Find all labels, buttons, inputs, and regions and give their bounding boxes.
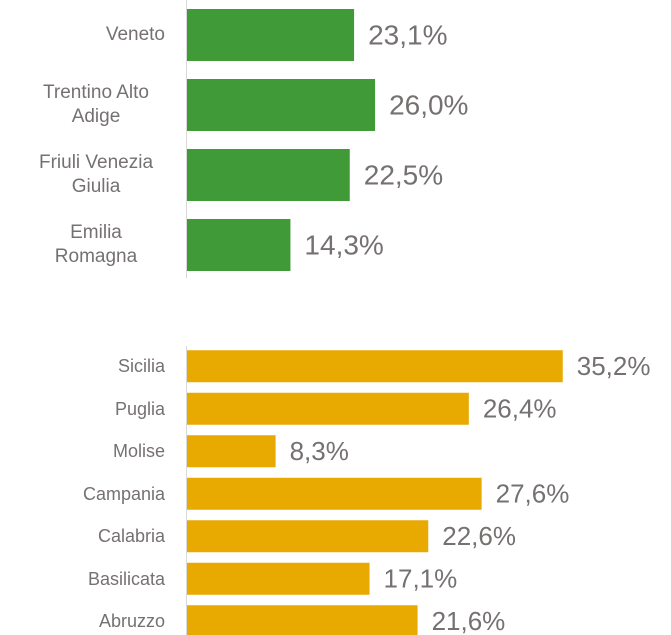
category-label: Trentino Alto Adige bbox=[0, 79, 165, 131]
category-label: Emilia Romagna bbox=[0, 219, 165, 271]
bar bbox=[187, 9, 355, 61]
category-text: Campania bbox=[82, 483, 165, 504]
bar bbox=[187, 219, 291, 271]
category-text: Puglia bbox=[114, 398, 165, 419]
category-label: Abruzzo bbox=[0, 605, 165, 635]
value-label: 14,3% bbox=[304, 229, 383, 260]
category-text: Friuli Venezia Giulia bbox=[38, 152, 154, 197]
category-label: Molise bbox=[0, 435, 165, 467]
bar bbox=[187, 477, 482, 510]
category-text: Molise bbox=[112, 441, 165, 461]
category-label: Friuli Venezia Giulia bbox=[0, 149, 165, 201]
bar bbox=[187, 350, 563, 383]
bar bbox=[187, 79, 376, 131]
value-label: 21,6% bbox=[432, 606, 506, 635]
value-label: 35,2% bbox=[577, 351, 651, 381]
value-label: 22,6% bbox=[442, 521, 516, 551]
value-label: 22,5% bbox=[364, 159, 443, 190]
bar bbox=[187, 605, 418, 635]
value-label: 26,4% bbox=[483, 394, 557, 424]
category-label: Basilicata bbox=[0, 563, 165, 595]
category-text: Abruzzo bbox=[98, 611, 165, 631]
bar bbox=[187, 520, 429, 553]
value-label: 8,3% bbox=[290, 436, 349, 466]
bar bbox=[187, 562, 370, 595]
category-label: Campania bbox=[0, 478, 165, 510]
value-label: 26,0% bbox=[389, 89, 468, 120]
bar bbox=[187, 435, 276, 468]
category-text: Calabria bbox=[97, 526, 165, 546]
category-text: Veneto bbox=[105, 24, 165, 46]
category-text: Sicilia bbox=[117, 356, 165, 376]
bar bbox=[187, 392, 469, 425]
category-text: Basilicata bbox=[87, 568, 165, 589]
category-label: Calabria bbox=[0, 520, 165, 552]
bar bbox=[187, 149, 350, 201]
category-label: Veneto bbox=[0, 9, 165, 61]
value-label: 17,1% bbox=[384, 564, 458, 594]
category-text: Trentino Alto Adige bbox=[43, 82, 149, 127]
category-label: Puglia bbox=[0, 393, 165, 425]
value-label: 23,1% bbox=[368, 19, 447, 50]
category-label: Sicilia bbox=[0, 350, 165, 382]
value-label: 27,6% bbox=[496, 479, 570, 509]
category-text: Emilia Romagna bbox=[54, 222, 138, 267]
